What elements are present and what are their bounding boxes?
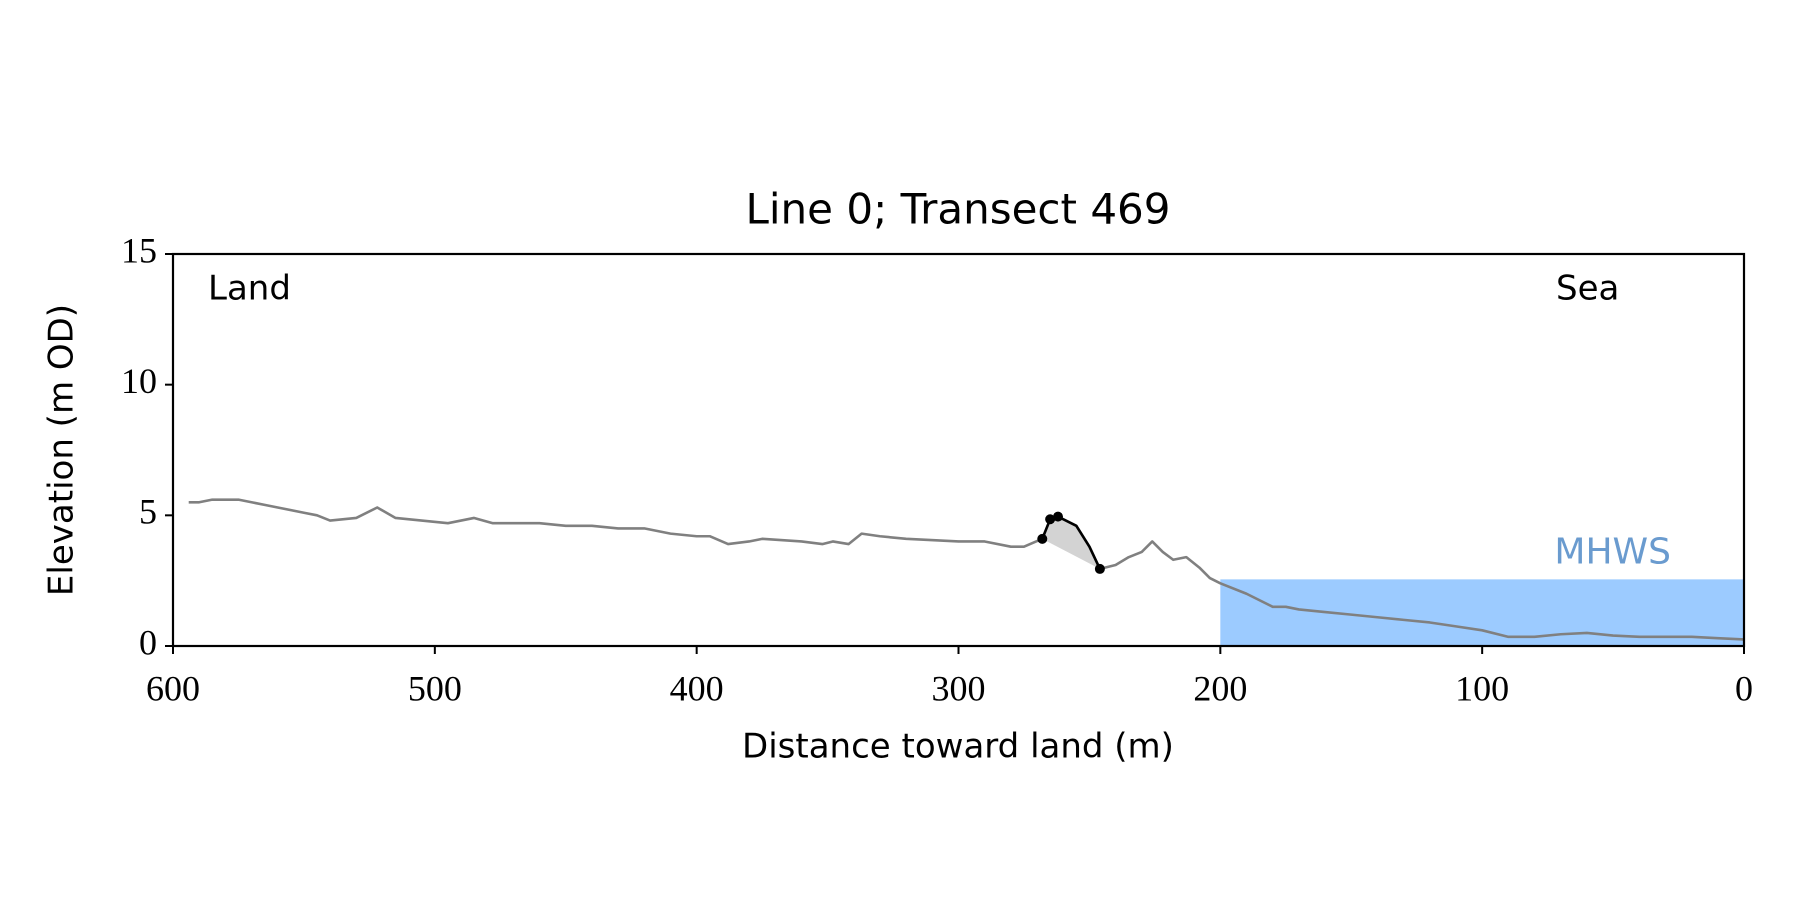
y-tick-label: 5 [139,492,157,532]
chart-title: Line 0; Transect 469 [745,185,1170,234]
point [1052,511,1063,522]
x-tick-label: 400 [670,668,724,708]
x-tick-label: 100 [1455,668,1509,708]
y-tick-label: 0 [139,622,157,662]
x-tick-label: 0 [1735,668,1753,708]
point [1094,563,1105,574]
annotation: Sea [1556,269,1619,309]
y-axis-label: Elevation (m OD) [42,304,82,596]
fill-area [1042,516,1100,569]
x-tick-label: 600 [146,668,200,708]
point [1037,533,1048,544]
profile-line [188,498,1745,641]
x-tick-label: 200 [1193,668,1247,708]
annotation: Land [208,269,291,309]
y-tick-label: 10 [121,361,157,401]
mhws-area [1220,579,1744,646]
x-tick-label: 300 [932,668,986,708]
y-tick-label: 15 [121,230,157,270]
x-axis-label: Distance toward land (m) [742,727,1174,767]
x-tick-label: 500 [408,668,462,708]
point [1045,514,1056,525]
mhws-label: MHWS [1554,531,1671,572]
